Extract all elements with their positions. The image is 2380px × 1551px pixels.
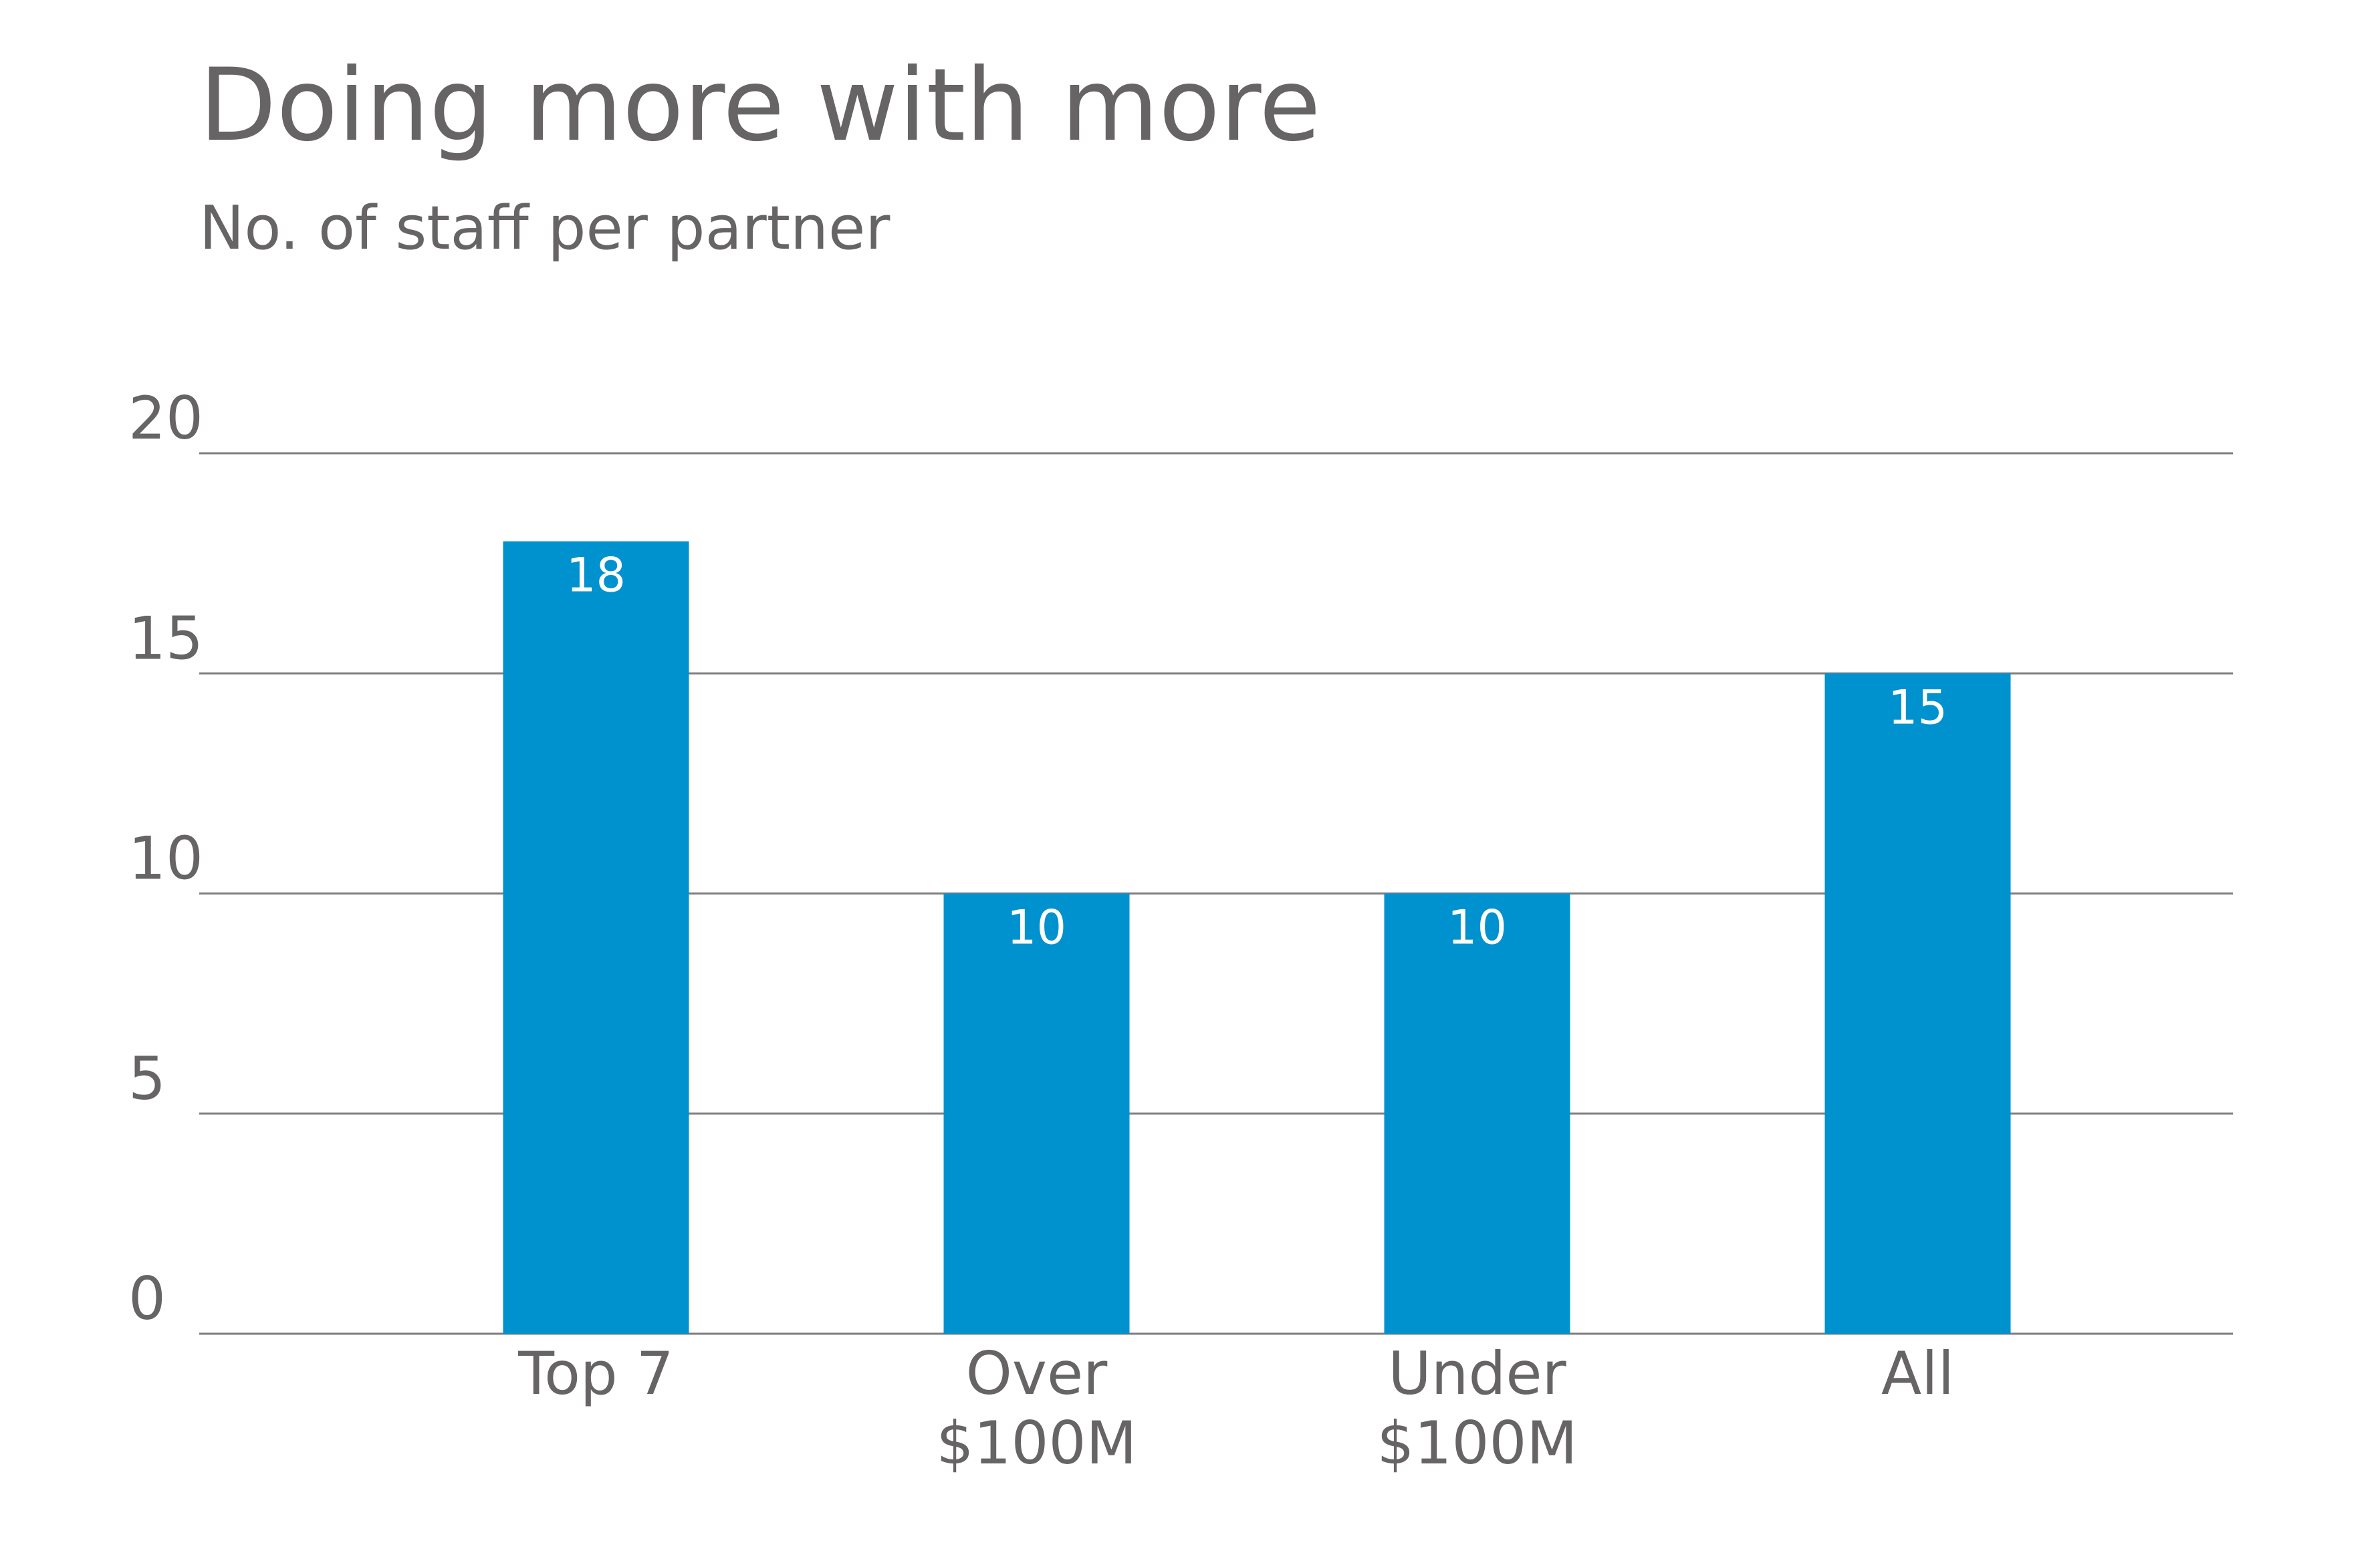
y-tick-label-0: 0 bbox=[128, 1264, 166, 1333]
x-tick-label-line: $100M bbox=[937, 1409, 1137, 1477]
x-tick-label-line: All bbox=[1881, 1339, 1954, 1408]
bar-0 bbox=[503, 541, 689, 1334]
y-tick-label-5: 5 bbox=[128, 1044, 166, 1113]
x-tick-label-2: Under $100M bbox=[1377, 1339, 1578, 1477]
y-axis-ticks: 0 5 10 15 20 bbox=[128, 384, 203, 1333]
bars bbox=[503, 541, 2011, 1334]
bar-1 bbox=[943, 893, 1130, 1334]
data-label-0: 18 bbox=[566, 548, 626, 603]
y-tick-label-20: 20 bbox=[128, 384, 203, 453]
y-tick-label-15: 15 bbox=[128, 604, 203, 673]
bar-3 bbox=[1824, 673, 2011, 1334]
x-tick-label-line: $100M bbox=[1377, 1409, 1578, 1477]
data-label-1: 10 bbox=[1007, 901, 1066, 955]
x-tick-label-line: Under bbox=[1388, 1339, 1566, 1408]
y-tick-label-10: 10 bbox=[128, 824, 203, 893]
data-label-2: 10 bbox=[1447, 901, 1507, 955]
x-tick-label-line: Top 7 bbox=[517, 1339, 673, 1408]
bar-2 bbox=[1384, 893, 1570, 1334]
chart-subtitle: No. of staff per partner bbox=[199, 193, 890, 263]
x-tick-label-line: Over bbox=[966, 1339, 1108, 1408]
data-labels: 18 10 10 15 bbox=[566, 548, 1947, 955]
chart-title: Doing more with more bbox=[199, 47, 1321, 164]
x-tick-label-3: All bbox=[1881, 1339, 1954, 1408]
x-tick-label-0: Top 7 bbox=[517, 1339, 673, 1408]
data-label-3: 15 bbox=[1888, 680, 1947, 735]
x-tick-label-1: Over $100M bbox=[937, 1339, 1137, 1477]
